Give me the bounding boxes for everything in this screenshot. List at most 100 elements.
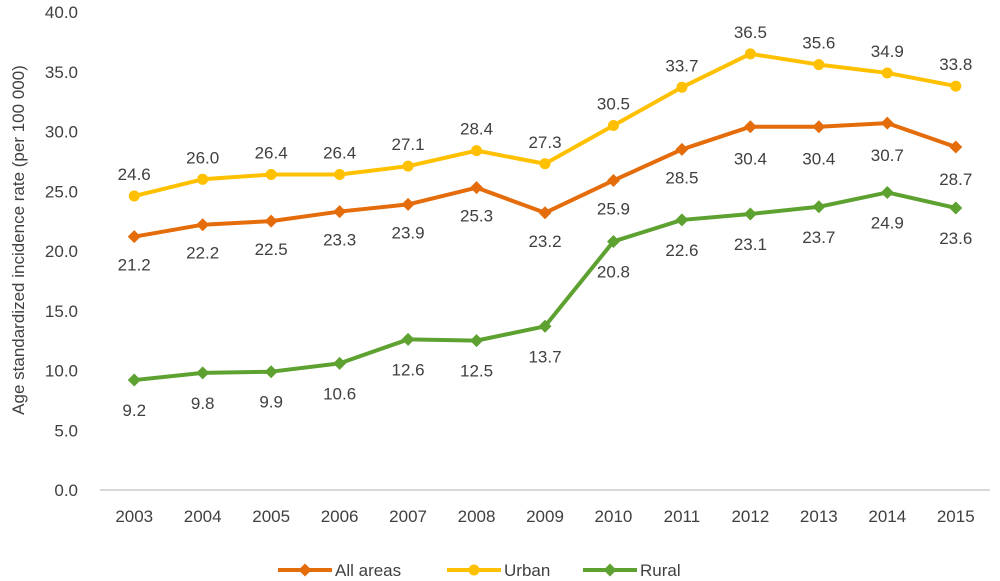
- y-tick-label: 40.0: [45, 3, 78, 22]
- y-axis-ticks: 0.0 5.0 10.0 15.0 20.0 25.0 30.0 35.0 40.0: [45, 3, 78, 500]
- data-point-all-areas: [127, 230, 141, 244]
- data-point-all-areas: [949, 140, 963, 154]
- data-label-all-areas: 30.7: [871, 146, 904, 165]
- data-label-urban: 26.4: [255, 144, 288, 163]
- y-tick-label: 25.0: [45, 182, 78, 201]
- x-tick-label: 2014: [868, 507, 906, 526]
- data-label-all-areas: 22.5: [255, 240, 288, 259]
- data-label-urban: 24.6: [118, 165, 151, 184]
- legend-item-urban: Urban: [447, 561, 550, 580]
- x-tick-label: 2008: [458, 507, 496, 526]
- data-point-rural: [606, 234, 620, 248]
- x-tick-label: 2010: [595, 507, 633, 526]
- data-label-urban: 27.1: [392, 135, 425, 154]
- legend-marker-urban: [468, 564, 480, 576]
- y-tick-label: 35.0: [45, 63, 78, 82]
- series-all-areas: [127, 116, 963, 244]
- x-tick-label: 2003: [115, 507, 153, 526]
- data-point-rural: [880, 185, 894, 199]
- data-point-rural: [127, 373, 141, 387]
- data-point-rural: [333, 356, 347, 370]
- data-point-all-areas: [675, 142, 689, 156]
- data-label-urban: 28.4: [460, 120, 493, 139]
- data-label-rural: 23.1: [734, 235, 767, 254]
- legend-label-urban: Urban: [504, 561, 550, 580]
- y-axis-title: Age standardized incidence rate (per 100…: [9, 65, 28, 415]
- legend-marker-all-areas: [298, 563, 312, 577]
- data-point-rural: [675, 213, 689, 227]
- data-point-rural: [743, 207, 757, 221]
- data-label-all-areas: 22.2: [186, 244, 219, 263]
- data-label-urban: 26.0: [186, 148, 219, 167]
- data-point-urban: [471, 145, 483, 157]
- data-point-rural: [401, 332, 415, 346]
- data-label-rural: 9.2: [122, 401, 146, 420]
- x-tick-label: 2005: [252, 507, 290, 526]
- data-point-all-areas: [606, 173, 620, 187]
- legend: All areas Urban Rural: [278, 561, 681, 580]
- x-tick-label: 2015: [937, 507, 975, 526]
- data-label-all-areas: 23.2: [528, 232, 561, 251]
- data-label-urban: 34.9: [871, 42, 904, 61]
- y-axis-label: Age standardized incidence rate (per 100…: [9, 65, 28, 415]
- series-urban: [128, 48, 962, 202]
- data-label-urban: 27.3: [528, 133, 561, 152]
- data-label-all-areas: 23.3: [323, 231, 356, 250]
- data-label-rural: 20.8: [597, 262, 630, 281]
- legend-label-rural: Rural: [640, 561, 681, 580]
- x-tick-label: 2007: [389, 507, 427, 526]
- series-rural: [127, 185, 963, 387]
- data-point-urban: [676, 81, 688, 93]
- data-point-rural: [812, 200, 826, 214]
- data-label-rural: 23.6: [939, 229, 972, 248]
- data-point-urban: [334, 169, 346, 181]
- data-point-urban: [950, 80, 962, 92]
- data-point-all-areas: [538, 206, 552, 220]
- data-label-urban: 33.7: [665, 56, 698, 75]
- data-point-all-areas: [880, 116, 894, 130]
- y-tick-label: 5.0: [54, 421, 78, 440]
- data-label-rural: 12.5: [460, 362, 493, 381]
- data-label-rural: 12.6: [392, 360, 425, 379]
- data-label-rural: 9.9: [259, 393, 283, 412]
- data-point-rural: [264, 365, 278, 379]
- data-point-all-areas: [264, 214, 278, 228]
- data-label-all-areas: 25.9: [597, 199, 630, 218]
- data-point-all-areas: [401, 197, 415, 211]
- data-label-rural: 13.7: [528, 347, 561, 366]
- y-tick-label: 10.0: [45, 362, 78, 381]
- data-point-urban: [744, 48, 756, 60]
- data-point-rural: [949, 201, 963, 215]
- series-layer: [127, 48, 963, 387]
- data-point-rural: [538, 319, 552, 333]
- y-tick-label: 0.0: [54, 481, 78, 500]
- data-label-urban: 36.5: [734, 23, 767, 42]
- x-tick-label: 2012: [731, 507, 769, 526]
- data-point-rural: [470, 334, 484, 348]
- data-label-rural: 24.9: [871, 213, 904, 232]
- data-point-urban: [197, 173, 209, 185]
- data-label-rural: 22.6: [665, 241, 698, 260]
- data-label-all-areas: 21.2: [118, 256, 151, 275]
- data-label-rural: 9.8: [191, 394, 215, 413]
- data-point-all-areas: [196, 218, 210, 232]
- data-label-rural: 10.6: [323, 384, 356, 403]
- y-tick-label: 20.0: [45, 242, 78, 261]
- data-label-rural: 23.7: [802, 228, 835, 247]
- x-axis-ticks: 2003 2004 2005 2006 2007 2008 2009 2010 2011 2012…: [115, 507, 974, 526]
- y-tick-label: 30.0: [45, 123, 78, 142]
- data-label-all-areas: 30.4: [802, 150, 835, 169]
- data-point-urban: [607, 120, 619, 132]
- x-tick-label: 2006: [321, 507, 359, 526]
- data-point-rural: [196, 366, 210, 380]
- data-point-all-areas: [812, 120, 826, 134]
- data-label-all-areas: 28.5: [665, 168, 698, 187]
- x-tick-label: 2004: [184, 507, 222, 526]
- legend-marker-rural: [603, 563, 617, 577]
- data-point-urban: [265, 169, 277, 181]
- x-tick-label: 2013: [800, 507, 838, 526]
- data-point-urban: [402, 160, 414, 172]
- data-point-urban: [128, 190, 140, 202]
- data-label-urban: 26.4: [323, 144, 356, 163]
